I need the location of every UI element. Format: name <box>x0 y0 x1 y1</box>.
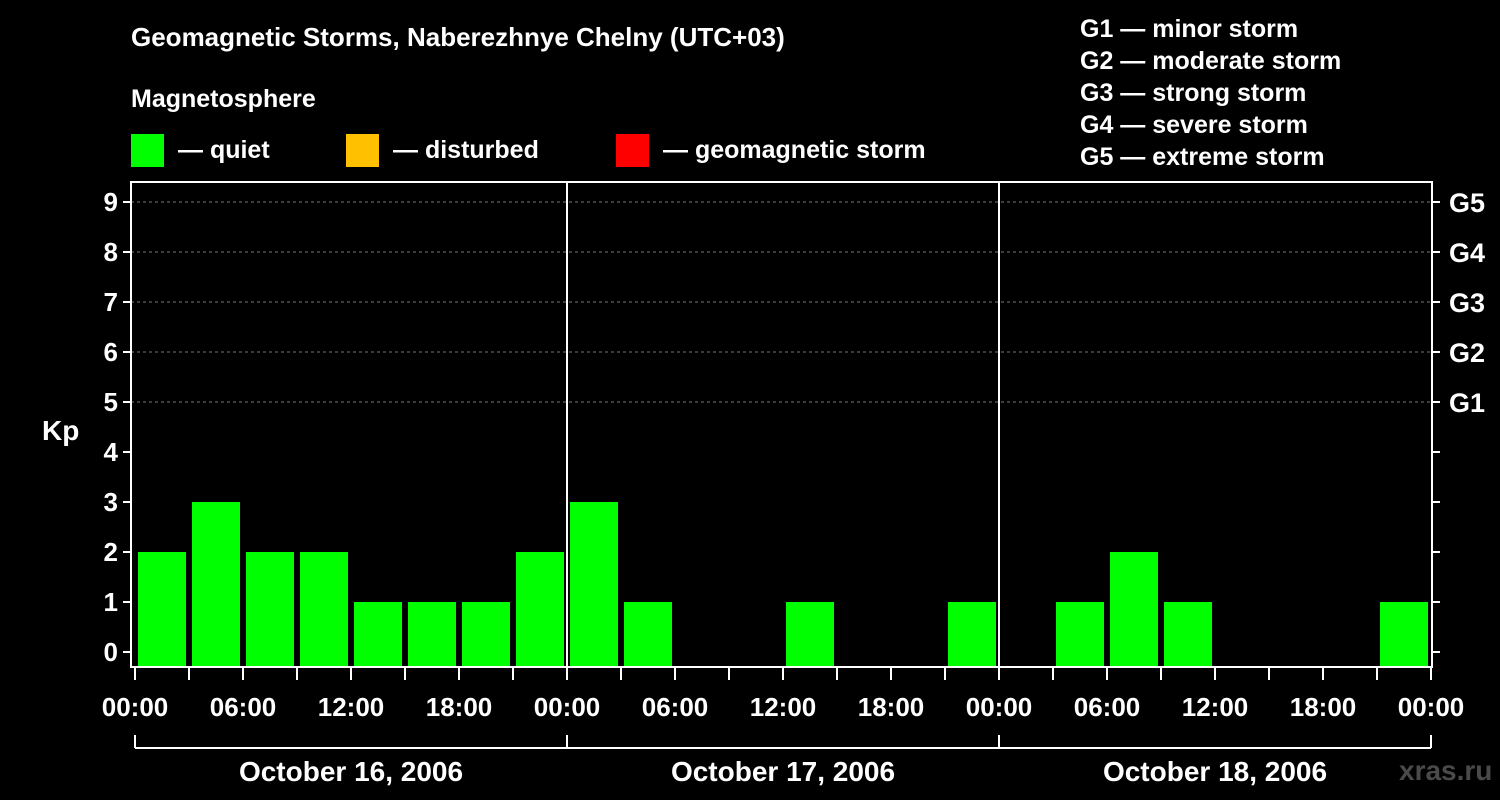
plot-frame <box>130 181 1433 668</box>
y-tick-label: 0 <box>104 637 118 667</box>
y-tick-label: 1 <box>104 587 118 617</box>
legend-swatch-storm <box>616 133 649 167</box>
kp-bar <box>1380 602 1428 667</box>
x-tick-label: 12:00 <box>318 692 385 722</box>
kp-bar <box>624 602 672 667</box>
kp-bar <box>408 602 456 667</box>
x-tick-label: 06:00 <box>642 692 709 722</box>
legend-swatch-disturbed <box>346 133 379 167</box>
x-tick-label: 00:00 <box>102 692 169 722</box>
watermark: xras.ru <box>1399 755 1493 786</box>
kp-bar <box>246 552 294 667</box>
kp-bar <box>462 602 510 667</box>
kp-bar <box>300 552 348 667</box>
kp-bar <box>516 552 564 667</box>
g-scale-g2: G2 — moderate storm <box>1080 47 1342 75</box>
x-tick-label: 12:00 <box>1182 692 1249 722</box>
day-label: October 16, 2006 <box>239 756 463 787</box>
y-tick-label: 6 <box>104 337 118 367</box>
legend-label-disturbed: — disturbed <box>393 135 539 164</box>
kp-bar <box>570 502 618 667</box>
g-scale-g1: G1 — minor storm <box>1080 15 1299 43</box>
legend-item-storm: — geomagnetic storm <box>616 133 926 167</box>
day-label: October 18, 2006 <box>1103 756 1327 787</box>
g-level-label: G2 <box>1449 338 1485 368</box>
g-level-label: G3 <box>1449 288 1485 318</box>
g-level-label: G5 <box>1449 188 1485 218</box>
g-scale-g5: G5 — extreme storm <box>1080 143 1325 171</box>
legend-label-quiet: — quiet <box>178 135 270 164</box>
x-tick-label: 06:00 <box>210 692 277 722</box>
kp-bar <box>192 502 240 667</box>
y-axis-label: Kp <box>42 415 79 446</box>
x-tick-label: 18:00 <box>426 692 493 722</box>
magnetosphere-title: Magnetosphere <box>131 85 316 113</box>
y-tick-label: 9 <box>104 187 118 217</box>
legend-swatch-quiet <box>131 133 164 167</box>
g-level-label: G1 <box>1449 388 1485 418</box>
x-tick-label: 00:00 <box>1398 692 1465 722</box>
x-tick-label: 00:00 <box>966 692 1033 722</box>
y-tick-label: 5 <box>104 387 118 417</box>
x-tick-label: 18:00 <box>858 692 925 722</box>
y-tick-label: 3 <box>104 487 118 517</box>
kp-bar <box>948 602 996 667</box>
legend-label-storm: — geomagnetic storm <box>663 135 926 164</box>
y-tick-label: 4 <box>104 437 119 467</box>
x-tick-label: 00:00 <box>534 692 601 722</box>
legend-item-quiet: — quiet <box>131 133 270 167</box>
x-tick-label: 18:00 <box>1290 692 1357 722</box>
kp-bar <box>1056 602 1104 667</box>
chart-title: Geomagnetic Storms, Naberezhnye Chelny (… <box>131 22 785 52</box>
y-tick-label: 2 <box>104 537 118 567</box>
x-tick-label: 12:00 <box>750 692 817 722</box>
kp-bar <box>138 552 186 667</box>
kp-bar <box>1164 602 1212 667</box>
g-level-label: G4 <box>1449 238 1485 268</box>
legend-item-disturbed: — disturbed <box>346 133 539 167</box>
kp-bar <box>354 602 402 667</box>
x-tick-label: 06:00 <box>1074 692 1141 722</box>
g-scale-g3: G3 — strong storm <box>1080 79 1307 107</box>
g-scale-legend: G1 — minor storm G2 — moderate storm G3 … <box>1080 13 1341 173</box>
g-scale-g4: G4 — severe storm <box>1080 111 1308 139</box>
kp-bar <box>1110 552 1158 667</box>
kp-bar <box>786 602 834 667</box>
y-tick-label: 8 <box>104 237 118 267</box>
day-label: October 17, 2006 <box>671 756 895 787</box>
y-tick-label: 7 <box>104 287 118 317</box>
